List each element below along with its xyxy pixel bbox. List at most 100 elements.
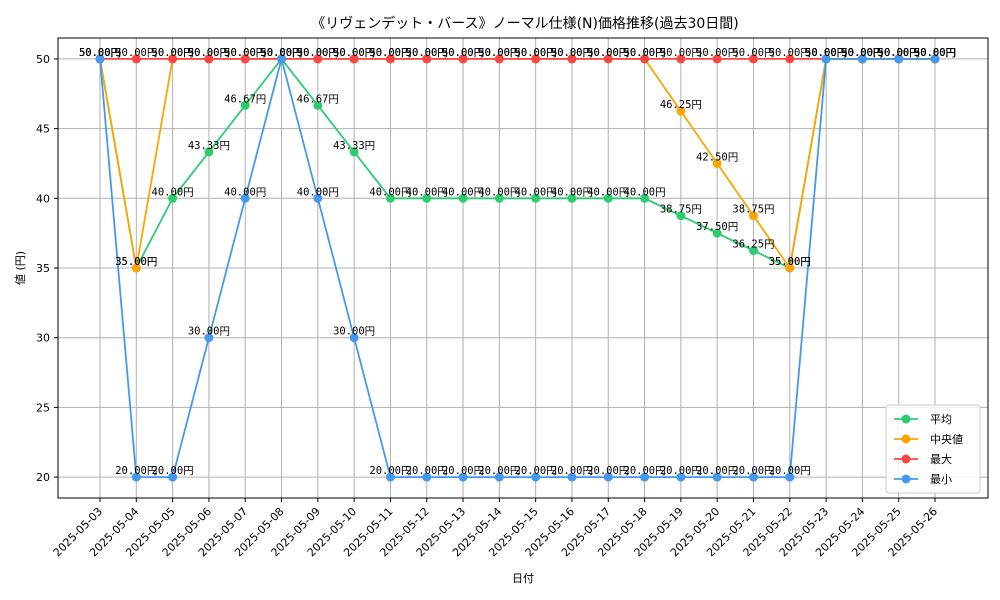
data-point xyxy=(494,193,504,203)
data-point xyxy=(204,147,214,157)
data-label: 50.00円 xyxy=(224,47,266,59)
data-label: 20.00円 xyxy=(732,465,774,477)
y-tick-label: 45 xyxy=(36,123,50,136)
data-label: 40.00円 xyxy=(406,186,448,198)
series-line-1 xyxy=(99,58,935,271)
data-label: 50.00円 xyxy=(369,47,411,59)
data-label: 50.00円 xyxy=(260,47,302,59)
data-point xyxy=(857,54,867,64)
data-point xyxy=(240,54,250,64)
data-point xyxy=(712,472,722,482)
data-point xyxy=(204,333,214,343)
data-label: 50.00円 xyxy=(805,47,847,59)
data-label: 50.00円 xyxy=(333,47,375,59)
data-point xyxy=(277,54,287,64)
data-label: 40.00円 xyxy=(551,186,593,198)
data-point xyxy=(168,472,178,482)
data-label: 46.67円 xyxy=(224,93,266,105)
data-label: 40.00円 xyxy=(515,186,557,198)
data-point xyxy=(712,158,722,168)
legend-label: 最小 xyxy=(930,473,952,486)
data-label: 46.25円 xyxy=(660,99,702,111)
data-label: 46.67円 xyxy=(297,93,339,105)
data-point xyxy=(131,54,141,64)
data-label: 40.00円 xyxy=(152,186,194,198)
legend-label: 中央値 xyxy=(930,433,963,446)
data-point xyxy=(712,228,722,238)
data-point xyxy=(95,54,105,64)
data-point xyxy=(494,472,504,482)
data-point xyxy=(131,472,141,482)
data-label: 43.33円 xyxy=(188,140,230,152)
data-label: 50.00円 xyxy=(406,47,448,59)
data-point xyxy=(313,100,323,110)
data-label: 50.00円 xyxy=(188,47,230,59)
data-label: 50.00円 xyxy=(115,47,157,59)
data-label: 50.00円 xyxy=(369,47,411,59)
data-label: 50.00円 xyxy=(841,47,883,59)
data-label: 50.00円 xyxy=(515,47,557,59)
grid xyxy=(58,38,988,498)
legend-swatch-marker xyxy=(901,454,911,464)
data-point xyxy=(785,54,795,64)
data-label: 20.00円 xyxy=(696,465,738,477)
data-label: 40.00円 xyxy=(442,186,484,198)
data-label: 40.00円 xyxy=(297,186,339,198)
data-label: 50.00円 xyxy=(442,47,484,59)
data-label: 50.00円 xyxy=(79,47,121,59)
data-label: 40.00円 xyxy=(624,186,666,198)
data-label: 30.00円 xyxy=(333,326,375,338)
data-point xyxy=(748,472,758,482)
data-point xyxy=(748,54,758,64)
data-point xyxy=(531,193,541,203)
data-point xyxy=(494,54,504,64)
data-label: 43.33円 xyxy=(333,140,375,152)
data-point xyxy=(894,54,904,64)
data-label: 50.00円 xyxy=(442,47,484,59)
data-label: 35.00円 xyxy=(115,256,157,268)
data-point xyxy=(567,54,577,64)
data-label: 20.00円 xyxy=(551,465,593,477)
data-point xyxy=(785,263,795,273)
data-label: 40.00円 xyxy=(478,186,520,198)
y-tick-label: 40 xyxy=(36,192,50,205)
data-label: 20.00円 xyxy=(624,465,666,477)
data-label: 50.00円 xyxy=(805,47,847,59)
data-point xyxy=(567,472,577,482)
y-tick-label: 20 xyxy=(36,471,50,484)
data-label: 50.00円 xyxy=(297,47,339,59)
data-label: 50.00円 xyxy=(406,47,448,59)
data-label: 50.00円 xyxy=(878,47,920,59)
data-point xyxy=(349,147,359,157)
data-point xyxy=(131,263,141,273)
data-label: 50.00円 xyxy=(152,47,194,59)
data-label: 50.00円 xyxy=(696,47,738,59)
data-label: 50.00円 xyxy=(914,47,956,59)
legend-swatch-marker xyxy=(901,414,911,424)
data-label: 20.00円 xyxy=(478,465,520,477)
data-label: 20.00円 xyxy=(660,465,702,477)
data-label: 50.00円 xyxy=(188,47,230,59)
data-label: 50.00円 xyxy=(732,47,774,59)
data-point xyxy=(422,472,432,482)
data-label: 50.00円 xyxy=(914,47,956,59)
data-label: 40.00円 xyxy=(369,186,411,198)
data-label: 50.00円 xyxy=(551,47,593,59)
data-point xyxy=(531,472,541,482)
data-point xyxy=(676,54,686,64)
data-point xyxy=(385,472,395,482)
data-label: 36.25円 xyxy=(732,239,774,251)
data-label: 40.00円 xyxy=(224,186,266,198)
data-label: 50.00円 xyxy=(805,47,847,59)
y-tick-label: 25 xyxy=(36,401,50,414)
data-label: 20.00円 xyxy=(406,465,448,477)
data-label: 40.00円 xyxy=(587,186,629,198)
data-label: 20.00円 xyxy=(152,465,194,477)
data-point xyxy=(531,54,541,64)
data-label: 50.00円 xyxy=(805,47,847,59)
data-point xyxy=(603,54,613,64)
data-point xyxy=(349,333,359,343)
data-label: 50.00円 xyxy=(478,47,520,59)
